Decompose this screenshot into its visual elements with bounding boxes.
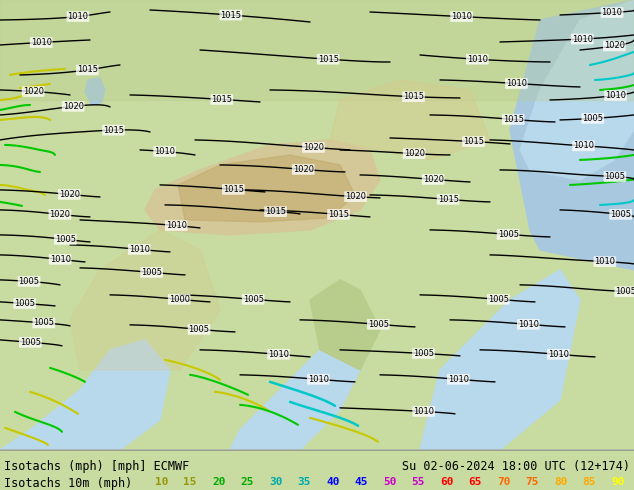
Text: 75: 75 bbox=[526, 477, 539, 487]
Polygon shape bbox=[310, 280, 380, 370]
Text: 1020: 1020 bbox=[345, 192, 366, 201]
Polygon shape bbox=[520, 0, 634, 180]
Text: 1020: 1020 bbox=[49, 210, 70, 219]
Text: 1005: 1005 bbox=[20, 338, 41, 347]
Text: 55: 55 bbox=[411, 477, 425, 487]
Text: 1015: 1015 bbox=[403, 92, 424, 101]
Text: 1010: 1010 bbox=[268, 350, 289, 359]
Bar bbox=[0, 0, 634, 100]
Text: 1005: 1005 bbox=[615, 287, 634, 296]
Text: 1010: 1010 bbox=[573, 141, 594, 150]
Text: 1005: 1005 bbox=[413, 349, 434, 358]
Polygon shape bbox=[420, 270, 580, 450]
Text: 1015: 1015 bbox=[265, 207, 286, 216]
Text: 1010: 1010 bbox=[602, 8, 623, 17]
Text: 1005: 1005 bbox=[498, 230, 519, 239]
Polygon shape bbox=[510, 0, 634, 270]
Text: 1015: 1015 bbox=[318, 55, 339, 64]
Text: 1015: 1015 bbox=[328, 210, 349, 219]
Text: 1010: 1010 bbox=[572, 34, 593, 44]
Text: 45: 45 bbox=[354, 477, 368, 487]
Text: 1005: 1005 bbox=[14, 299, 35, 308]
Text: 85: 85 bbox=[583, 477, 596, 487]
Text: 1010: 1010 bbox=[49, 255, 70, 264]
Text: 1020: 1020 bbox=[293, 165, 314, 174]
Text: 1010: 1010 bbox=[451, 12, 472, 21]
Text: 65: 65 bbox=[469, 477, 482, 487]
Text: 1010: 1010 bbox=[467, 55, 488, 64]
Text: 1010: 1010 bbox=[518, 320, 539, 329]
Text: 30: 30 bbox=[269, 477, 283, 487]
Text: 1020: 1020 bbox=[404, 149, 425, 158]
Text: 1005: 1005 bbox=[188, 325, 209, 334]
Text: 1005: 1005 bbox=[610, 210, 631, 219]
Polygon shape bbox=[330, 80, 490, 160]
Text: 1005: 1005 bbox=[34, 318, 55, 327]
Text: 1005: 1005 bbox=[243, 295, 264, 304]
Text: Su 02-06-2024 18:00 UTC (12+174): Su 02-06-2024 18:00 UTC (12+174) bbox=[402, 460, 630, 473]
Text: 15: 15 bbox=[183, 477, 197, 487]
Text: 1015: 1015 bbox=[77, 65, 98, 74]
Polygon shape bbox=[145, 140, 380, 235]
Text: 1015: 1015 bbox=[503, 115, 524, 124]
Text: 1020: 1020 bbox=[63, 102, 84, 111]
Text: 1010: 1010 bbox=[154, 147, 175, 156]
Text: 1020: 1020 bbox=[23, 87, 44, 96]
Text: 1005: 1005 bbox=[18, 277, 39, 286]
Text: 10: 10 bbox=[155, 477, 169, 487]
Text: 90: 90 bbox=[611, 477, 624, 487]
Text: 80: 80 bbox=[554, 477, 567, 487]
Text: 1020: 1020 bbox=[59, 190, 80, 199]
Text: 1000: 1000 bbox=[169, 295, 190, 304]
Text: 1010: 1010 bbox=[594, 257, 616, 266]
Text: 50: 50 bbox=[383, 477, 396, 487]
Text: 1010: 1010 bbox=[129, 245, 150, 254]
Text: 1010: 1010 bbox=[448, 375, 469, 384]
Polygon shape bbox=[178, 155, 355, 222]
Text: 1020: 1020 bbox=[423, 175, 444, 184]
Text: 1005: 1005 bbox=[141, 268, 162, 277]
Text: 1015: 1015 bbox=[211, 95, 232, 104]
Text: 1010: 1010 bbox=[30, 38, 52, 47]
Text: 1015: 1015 bbox=[220, 11, 242, 20]
Text: 1005: 1005 bbox=[368, 320, 389, 329]
Text: 1010: 1010 bbox=[413, 407, 434, 416]
Text: 1005: 1005 bbox=[582, 114, 604, 123]
Text: 25: 25 bbox=[240, 477, 254, 487]
Text: 1010: 1010 bbox=[67, 12, 88, 21]
Text: 1015: 1015 bbox=[223, 185, 244, 194]
Text: 60: 60 bbox=[440, 477, 453, 487]
Text: 1015: 1015 bbox=[437, 195, 458, 204]
Text: 35: 35 bbox=[297, 477, 311, 487]
Text: 1010: 1010 bbox=[165, 221, 187, 230]
Text: Isotachs 10m (mph): Isotachs 10m (mph) bbox=[4, 477, 133, 490]
Text: 70: 70 bbox=[497, 477, 510, 487]
Text: Isotachs (mph) [mph] ECMWF: Isotachs (mph) [mph] ECMWF bbox=[4, 460, 190, 473]
Text: 1005: 1005 bbox=[604, 172, 625, 181]
Text: 1010: 1010 bbox=[308, 375, 329, 384]
Text: 1005: 1005 bbox=[55, 235, 76, 244]
Text: 1015: 1015 bbox=[463, 137, 484, 146]
Polygon shape bbox=[85, 78, 105, 105]
Text: 1020: 1020 bbox=[604, 42, 625, 50]
Text: 1010: 1010 bbox=[605, 91, 626, 100]
Text: 40: 40 bbox=[326, 477, 339, 487]
Text: 20: 20 bbox=[212, 477, 226, 487]
Text: 1010: 1010 bbox=[548, 350, 569, 359]
Text: 1020: 1020 bbox=[303, 143, 324, 152]
Text: 1010: 1010 bbox=[506, 79, 527, 88]
Text: 1005: 1005 bbox=[488, 295, 509, 304]
Polygon shape bbox=[70, 230, 220, 370]
Polygon shape bbox=[230, 320, 370, 450]
Polygon shape bbox=[0, 340, 170, 450]
Text: 1015: 1015 bbox=[103, 125, 124, 135]
